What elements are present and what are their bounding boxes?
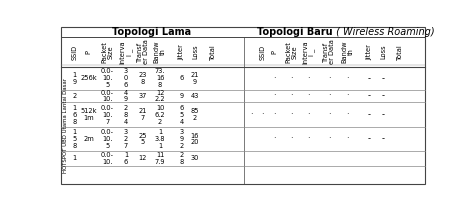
Text: ·: · [328, 74, 330, 83]
Text: 512k
1m: 512k 1m [81, 108, 97, 121]
Text: SSID: SSID [259, 45, 265, 60]
Text: 43: 43 [191, 93, 199, 99]
Text: ( Wireless Roaming): ( Wireless Roaming) [333, 27, 435, 37]
Text: 0.0-
10.: 0.0- 10. [101, 152, 114, 165]
Text: ·: · [273, 91, 276, 100]
Text: 2
8: 2 8 [180, 152, 184, 165]
Text: ·: · [346, 135, 349, 144]
Text: ·: · [291, 110, 293, 119]
Text: 11
7.9: 11 7.9 [155, 152, 165, 165]
Text: HOTSPOT UBD Utama Lantai Dasar: HOTSPOT UBD Utama Lantai Dasar [63, 78, 68, 173]
Text: ·: · [328, 110, 330, 119]
Text: 9: 9 [180, 93, 184, 99]
Text: 25
5: 25 5 [139, 133, 147, 145]
Text: ·: · [250, 110, 253, 119]
Text: SSID: SSID [72, 45, 78, 60]
Text: ·: · [346, 91, 349, 100]
Text: Jitter: Jitter [179, 44, 185, 60]
Text: 0.0-
10.
5: 0.0- 10. 5 [101, 69, 114, 88]
Text: 37: 37 [139, 93, 147, 99]
Text: 1: 1 [73, 155, 77, 161]
Text: 12
2.2: 12 2.2 [155, 89, 165, 102]
Text: ·: · [328, 91, 330, 100]
Text: 3
2
7: 3 2 7 [124, 129, 128, 149]
Text: 0.0-
10.: 0.0- 10. [101, 89, 114, 102]
Text: ·: · [346, 74, 349, 83]
Text: 21
7: 21 7 [139, 108, 147, 121]
Text: Topologi Lama: Topologi Lama [112, 27, 191, 37]
Text: Transf
er Data: Transf er Data [323, 40, 335, 64]
Text: ·: · [261, 110, 264, 119]
Text: -: - [368, 135, 371, 144]
Text: ·: · [308, 91, 310, 100]
Text: 21
9: 21 9 [191, 72, 199, 85]
Text: Total: Total [397, 44, 403, 60]
Text: 6
5
4: 6 5 4 [180, 105, 184, 125]
Text: ·: · [328, 135, 330, 144]
Text: ·: · [273, 110, 276, 119]
Text: P: P [272, 50, 278, 54]
Text: ·: · [273, 135, 276, 144]
Text: Loss: Loss [380, 45, 386, 59]
Text: ·: · [291, 91, 293, 100]
Text: Packet
Size: Packet Size [285, 41, 298, 63]
Text: 1
6
8: 1 6 8 [73, 105, 77, 125]
Text: Transf
er Data: Transf er Data [137, 40, 149, 64]
Text: 1
9: 1 9 [73, 72, 77, 85]
Text: 4
9: 4 9 [124, 89, 128, 102]
Text: 1
3.8
1: 1 3.8 1 [155, 129, 165, 149]
Text: ·: · [308, 74, 310, 83]
Text: P: P [86, 50, 91, 54]
Text: -: - [382, 110, 385, 119]
Text: 85
2: 85 2 [191, 108, 199, 121]
Text: 3
0
6: 3 0 6 [124, 69, 128, 88]
Text: 30: 30 [191, 155, 199, 161]
Text: -: - [368, 91, 371, 100]
Text: Interva
l _: Interva l _ [119, 40, 133, 64]
Text: 0.0-
10.
7: 0.0- 10. 7 [101, 105, 114, 125]
Text: -: - [368, 74, 371, 83]
Text: Topologi Baru: Topologi Baru [257, 27, 333, 37]
Text: 1
5
8: 1 5 8 [73, 129, 77, 149]
Text: 10
6.2
2: 10 6.2 2 [155, 105, 165, 125]
Text: ·: · [346, 110, 349, 119]
Text: 16
20: 16 20 [191, 133, 199, 145]
Text: ·: · [291, 74, 293, 83]
Text: 12: 12 [139, 155, 147, 161]
Text: 0.0-
10.
5: 0.0- 10. 5 [101, 129, 114, 149]
Text: 23
8: 23 8 [139, 72, 147, 85]
Text: Total: Total [210, 44, 216, 60]
Text: -: - [382, 91, 385, 100]
Text: -: - [368, 110, 371, 119]
Text: Bandw
th: Bandw th [341, 41, 354, 63]
Text: Loss: Loss [192, 45, 198, 59]
Text: Interva
l _: Interva l _ [302, 40, 315, 64]
Text: 2
8
4: 2 8 4 [124, 105, 128, 125]
Text: ·: · [308, 110, 310, 119]
Text: 1
6: 1 6 [124, 152, 128, 165]
Text: -: - [382, 74, 385, 83]
Text: 3
9
2: 3 9 2 [180, 129, 184, 149]
Text: Jitter: Jitter [366, 44, 372, 60]
Text: -: - [382, 135, 385, 144]
Text: Packet
Size: Packet Size [101, 41, 114, 63]
Text: 2: 2 [73, 93, 77, 99]
Text: 256k: 256k [81, 75, 97, 81]
Text: Bandw
th: Bandw th [154, 41, 166, 63]
Text: 6: 6 [180, 75, 184, 81]
Text: 73.
16
8: 73. 16 8 [155, 69, 165, 88]
Text: ·: · [308, 135, 310, 144]
Text: 2m: 2m [83, 136, 94, 142]
Text: ·: · [273, 74, 276, 83]
Text: ·: · [291, 135, 293, 144]
